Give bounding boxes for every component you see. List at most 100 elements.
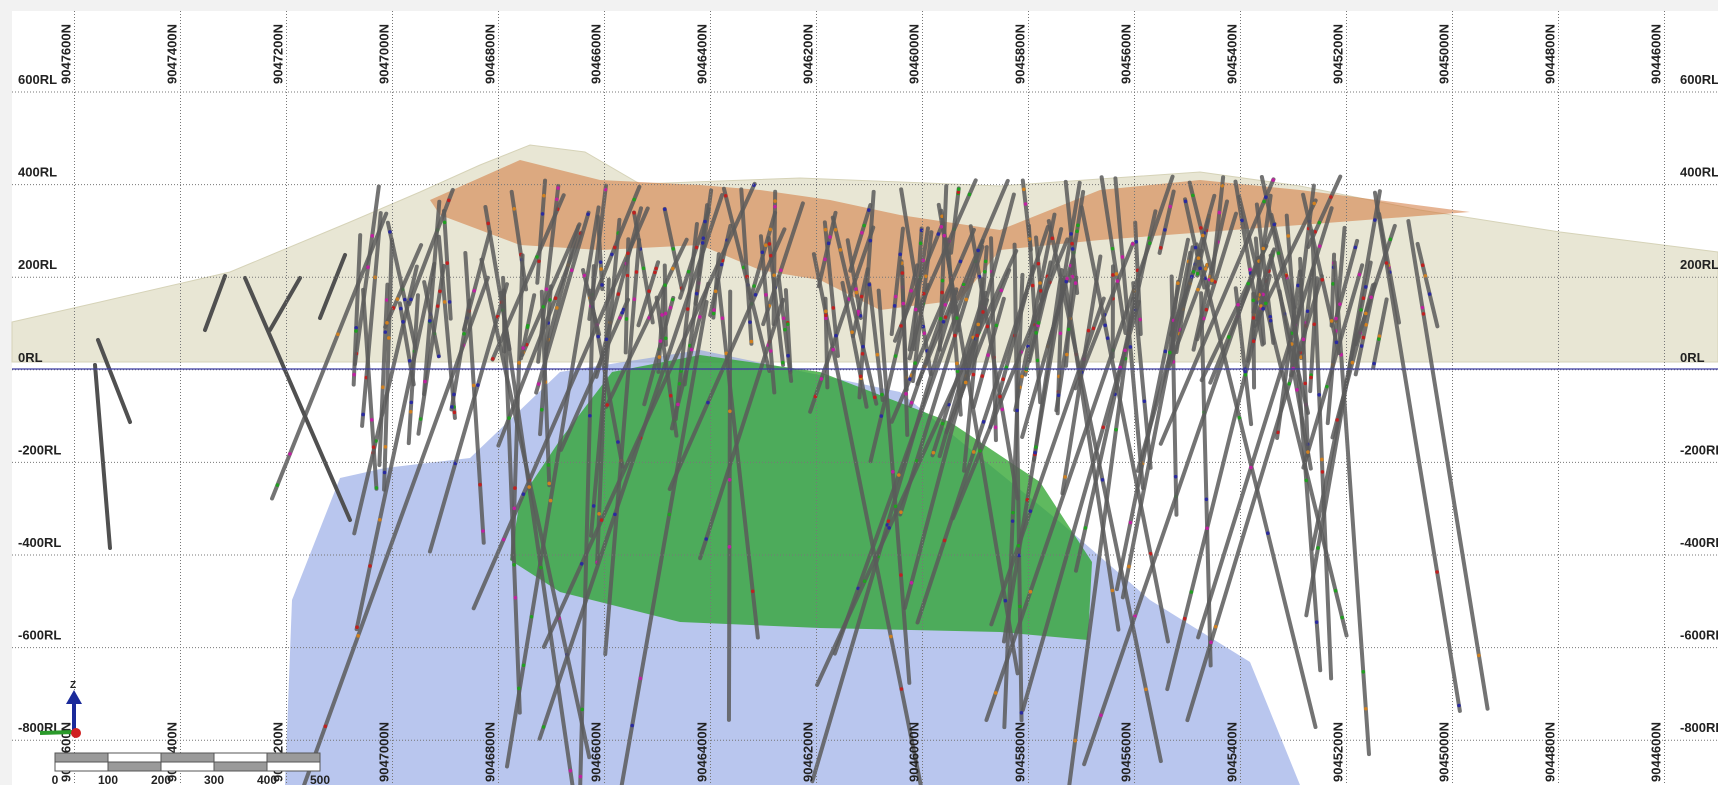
rl-label-left: 0RL [18, 350, 43, 365]
assay-interval [892, 304, 897, 308]
assay-interval [981, 310, 985, 314]
assay-interval [1114, 272, 1119, 276]
assay-interval [1070, 241, 1074, 246]
assay-interval [671, 247, 676, 251]
drill-hole [243, 276, 352, 522]
drill-hole [1026, 223, 1043, 405]
assay-interval [764, 293, 768, 297]
assay-interval [1120, 255, 1125, 259]
assay-interval [613, 512, 617, 517]
assay-interval [540, 212, 545, 216]
assay-interval [1333, 588, 1338, 593]
assay-interval [476, 383, 480, 387]
assay-interval [1030, 283, 1035, 288]
assay-interval [976, 322, 981, 327]
assay-interval [512, 207, 516, 211]
assay-interval [909, 400, 914, 405]
scale-segment [213, 761, 268, 772]
assay-interval [450, 405, 454, 409]
assay-interval [1373, 218, 1377, 222]
assay-interval [1114, 427, 1118, 432]
assay-interval [1028, 589, 1033, 594]
assay-interval [1056, 393, 1061, 398]
assay-interval [986, 353, 990, 357]
assay-interval [548, 498, 553, 503]
assay-interval [1073, 738, 1077, 743]
assay-interval [861, 344, 865, 349]
assay-interval [1361, 670, 1366, 674]
assay-interval [1099, 713, 1103, 718]
northing-label-top: 9044600N [1649, 24, 1664, 84]
northing-label-top: 9047200N [271, 24, 286, 84]
assay-interval [600, 283, 604, 287]
assay-interval [701, 236, 705, 240]
assay-interval [1168, 204, 1173, 209]
assay-interval [862, 223, 866, 228]
assay-interval [555, 306, 559, 310]
assay-interval [597, 512, 601, 516]
rl-label-left: 200RL [18, 257, 57, 272]
assay-interval [998, 394, 1002, 399]
assay-interval [442, 220, 447, 225]
assay-interval [1115, 279, 1120, 283]
assay-interval [942, 538, 947, 543]
northing-label-bottom: 9045000N [1437, 722, 1452, 782]
drill-hole [988, 264, 1036, 430]
assay-interval [772, 273, 776, 278]
drill-hole [1406, 219, 1490, 711]
assay-interval [768, 349, 773, 353]
assay-interval [1015, 408, 1019, 413]
drill-hole [587, 288, 625, 469]
assay-interval [501, 537, 506, 542]
assay-interval [955, 369, 960, 374]
drill-hole [603, 237, 642, 657]
assay-interval [1420, 263, 1425, 268]
assay-interval [879, 414, 884, 418]
drill-hole [1079, 205, 1170, 644]
assay-interval [355, 625, 359, 630]
assay-interval [854, 290, 859, 295]
assay-interval [544, 287, 549, 291]
assay-interval [354, 325, 358, 330]
northing-label-bottom: 9046200N [801, 722, 816, 782]
drill-hole [850, 267, 870, 339]
assay-interval [663, 336, 668, 341]
assay-interval [971, 372, 976, 377]
assay-interval [1312, 322, 1317, 327]
assay-interval [354, 329, 358, 333]
assay-interval [921, 258, 925, 263]
assay-interval [1331, 282, 1335, 286]
drill-hole [449, 298, 472, 412]
assay-interval [1243, 372, 1248, 377]
drill-hole [619, 299, 709, 785]
assay-interval [1110, 588, 1115, 593]
assay-interval [940, 421, 945, 426]
assay-interval [361, 412, 365, 417]
drill-hole [302, 275, 490, 785]
drill-hole [1012, 242, 1024, 723]
drill-hole [711, 252, 721, 320]
assay-interval [893, 294, 898, 299]
assay-interval [953, 333, 957, 338]
rl-label-left: 600RL [18, 72, 57, 87]
scale-segment [266, 752, 321, 763]
assay-interval [686, 269, 691, 274]
assay-interval [909, 581, 914, 585]
assay-interval [1236, 302, 1240, 307]
assay-interval [1138, 317, 1142, 322]
assay-interval [1118, 365, 1123, 370]
assay-interval [713, 289, 718, 294]
assay-interval [899, 573, 903, 577]
assay-interval [1312, 201, 1317, 206]
drill-hole [421, 199, 442, 397]
northing-label-bottom: 9044800N [1543, 722, 1558, 782]
assay-interval [1100, 478, 1105, 482]
assay-interval [658, 339, 663, 343]
assay-interval [517, 361, 521, 365]
assay-interval [1213, 624, 1218, 629]
assay-interval [1038, 281, 1042, 285]
assay-interval [1477, 653, 1481, 658]
drill-hole [268, 276, 302, 332]
assay-interval [1316, 546, 1320, 550]
northing-label-bottom: 9044600N [1649, 722, 1664, 782]
